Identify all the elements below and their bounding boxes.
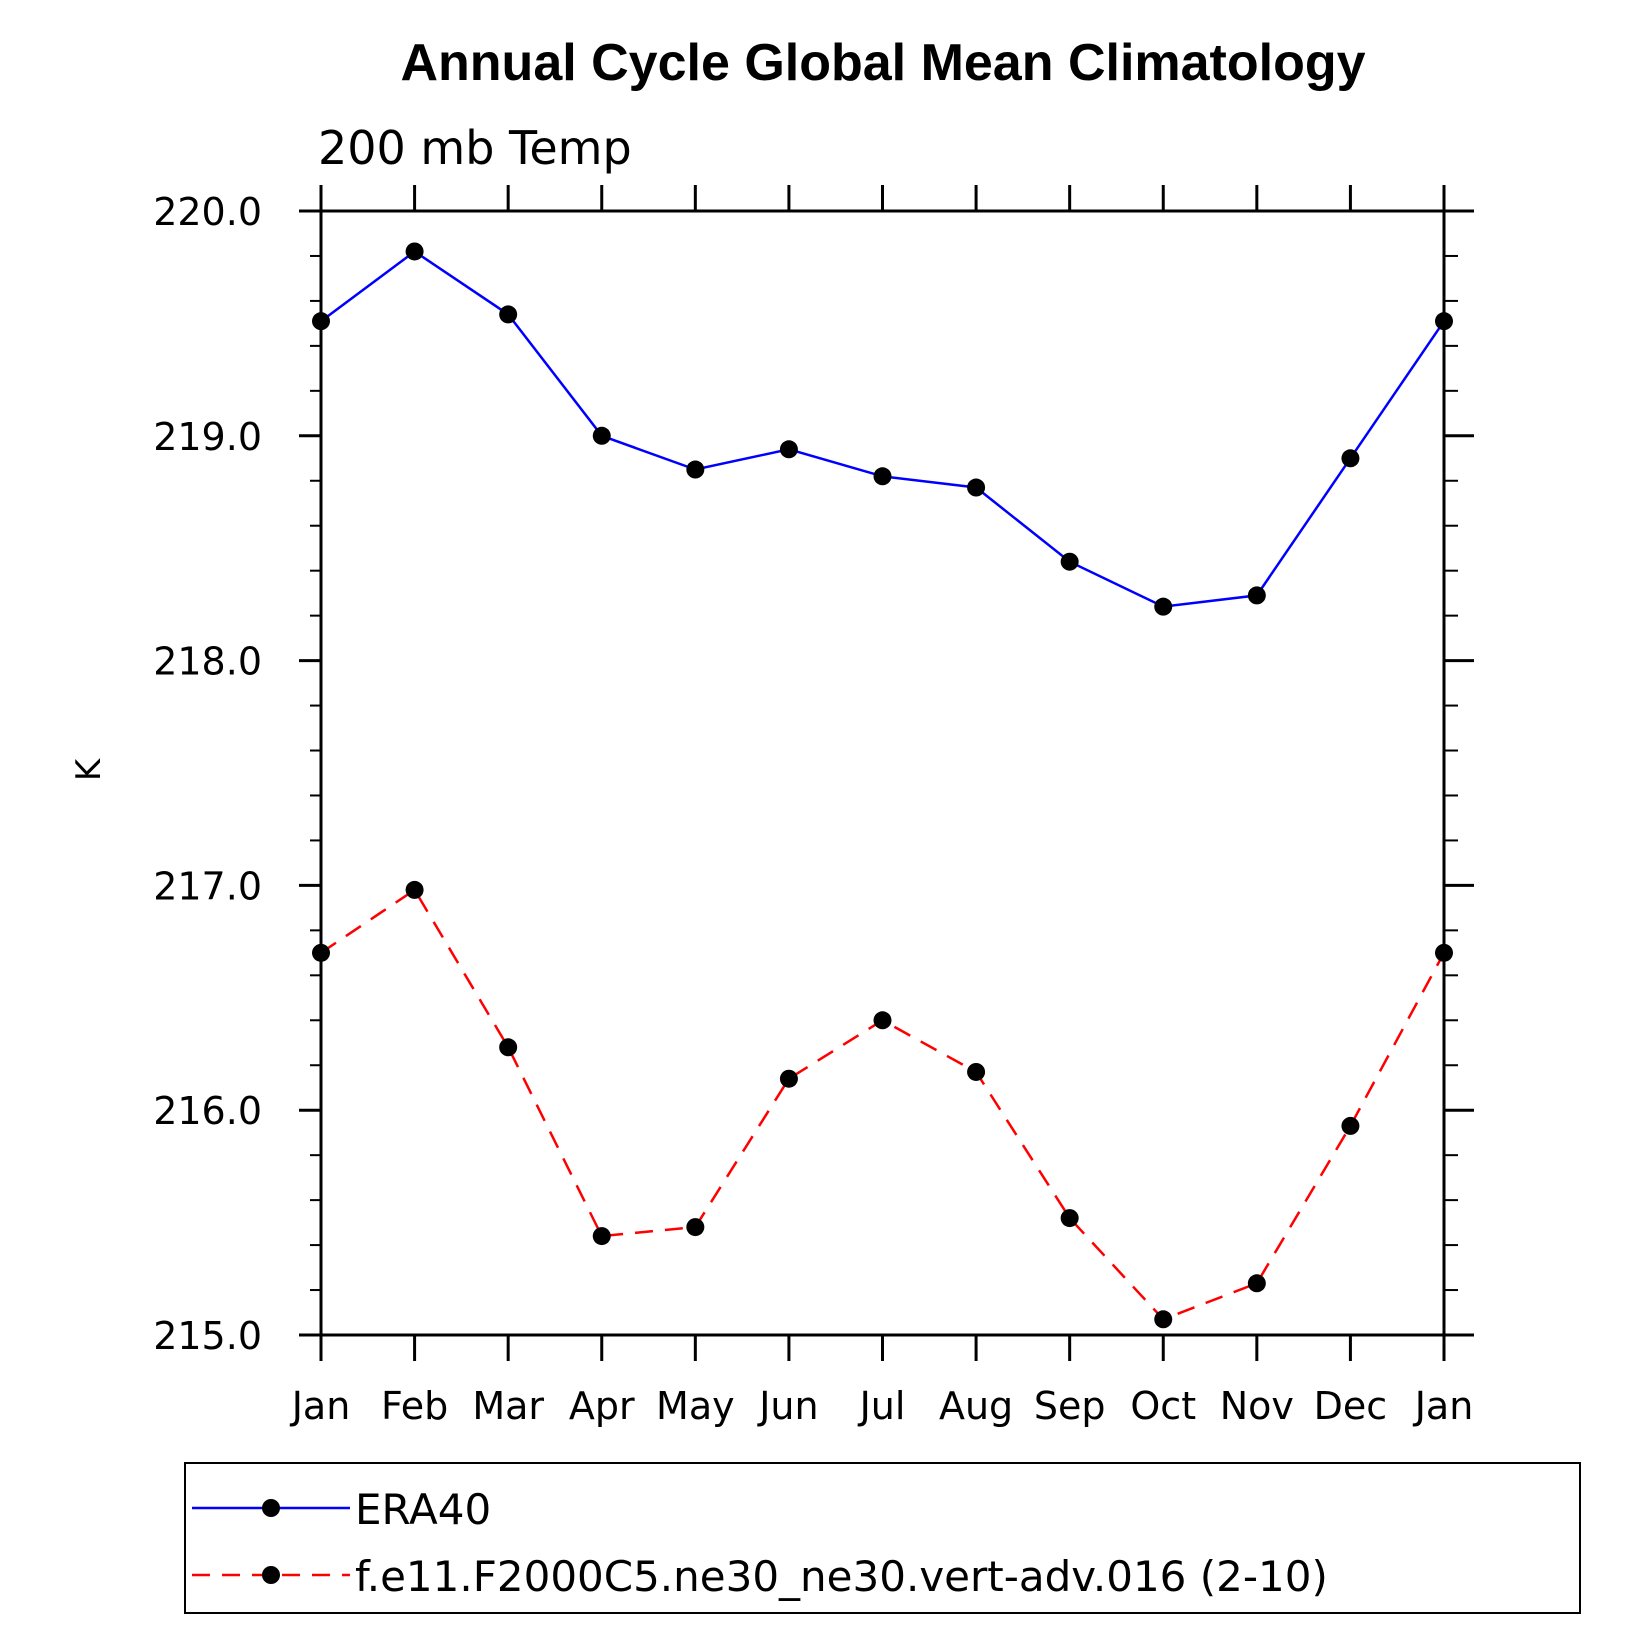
data-point-series-0 — [499, 305, 518, 324]
plot-frame — [319, 209, 1446, 1337]
series-line-1 — [320, 888, 1446, 1321]
x-tick-label: Aug — [939, 1384, 1013, 1428]
x-tick-label: Dec — [1314, 1384, 1388, 1428]
data-point-series-0 — [1341, 449, 1360, 468]
y-tick-label: 220.0 — [153, 190, 262, 234]
data-point-series-0 — [1154, 597, 1173, 616]
x-tick-label: Jun — [757, 1384, 818, 1428]
data-point-series-0 — [312, 312, 330, 331]
data-point-series-1 — [1341, 1116, 1360, 1135]
data-point-series-1 — [312, 943, 330, 962]
data-point-series-0 — [967, 478, 986, 497]
x-tick-label: Jan — [1413, 1384, 1474, 1428]
y-tick-label: 218.0 — [153, 640, 262, 684]
data-point-series-0 — [686, 460, 705, 479]
x-tick-label: Oct — [1130, 1384, 1196, 1428]
y-tick-label: 217.0 — [153, 864, 262, 908]
series-line-0 — [320, 249, 1446, 608]
data-point-series-0 — [592, 426, 611, 445]
legend-label-era40: ERA40 — [355, 1485, 491, 1534]
data-point-series-0 — [779, 440, 798, 459]
data-point-series-1 — [686, 1218, 705, 1237]
data-point-series-1 — [1154, 1310, 1173, 1329]
legend-marker-model — [262, 1566, 280, 1584]
data-point-series-1 — [405, 880, 424, 899]
series-layer — [312, 242, 1453, 1329]
data-point-series-1 — [1435, 943, 1453, 962]
data-point-series-1 — [873, 1011, 892, 1030]
data-point-series-1 — [592, 1227, 611, 1246]
legend-box — [184, 1462, 1581, 1614]
data-point-series-1 — [967, 1062, 986, 1081]
data-point-series-1 — [499, 1038, 518, 1057]
legend-marker-era40 — [262, 1499, 280, 1517]
x-tick-label: Sep — [1034, 1384, 1106, 1428]
data-point-series-1 — [1247, 1274, 1266, 1293]
chart-subtitle: 200 mb Temp — [318, 121, 632, 175]
data-point-series-1 — [1060, 1209, 1079, 1228]
data-point-series-0 — [873, 467, 892, 486]
y-tick-label: 216.0 — [153, 1089, 262, 1133]
legend-label-model: f.e11.F2000C5.ne30_ne30.vert-adv.016 (2-… — [355, 1552, 1328, 1601]
x-tick-label: Apr — [569, 1384, 635, 1428]
legend: ERA40 f.e11.F2000C5.ne30_ne30.vert-adv.0… — [184, 1462, 1581, 1614]
y-tick-label: 215.0 — [153, 1314, 262, 1358]
data-point-series-0 — [1060, 552, 1079, 571]
x-tick-label: Mar — [472, 1384, 544, 1428]
x-tick-labels: Jan Feb Mar Apr May Jun Jul Aug Sep Oct Nov Dec Jan — [290, 1384, 1474, 1428]
data-point-series-1 — [779, 1069, 798, 1088]
x-tick-label: Nov — [1220, 1384, 1294, 1428]
y-axis-label: K — [69, 757, 109, 781]
y-tick-label: 219.0 — [153, 415, 262, 459]
y-tick-labels: 215.0 216.0 217.0 218.0 219.0 220.0 — [153, 190, 262, 1358]
x-tick-label: Jan — [290, 1384, 351, 1428]
axis-ticks — [299, 185, 1474, 1361]
data-point-series-0 — [1435, 312, 1453, 331]
data-point-series-0 — [405, 242, 424, 261]
data-point-series-0 — [1247, 586, 1266, 605]
x-tick-label: Feb — [381, 1384, 448, 1428]
x-tick-label: Jul — [858, 1384, 906, 1428]
x-tick-label: May — [656, 1384, 735, 1428]
chart-title: Annual Cycle Global Mean Climatology — [400, 34, 1365, 92]
